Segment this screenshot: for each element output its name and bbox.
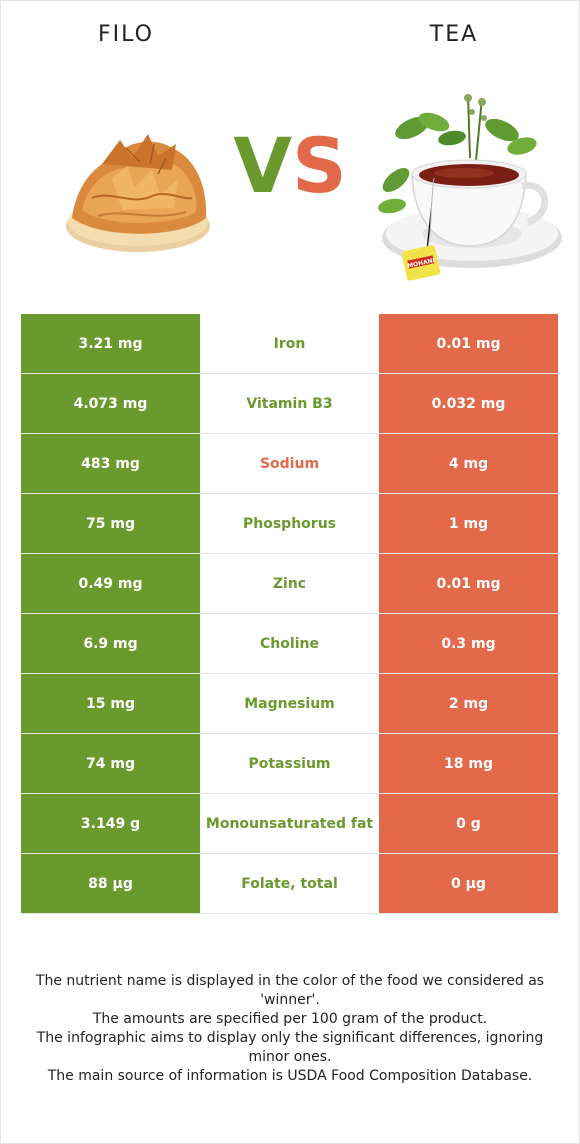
left-value: 15 mg <box>21 674 200 733</box>
nutrient-name: Sodium <box>200 434 379 493</box>
nutrient-row: 88 µg Folate, total 0 µg <box>21 854 558 914</box>
nutrient-name: Magnesium <box>200 674 379 733</box>
right-value: 0.01 mg <box>379 314 558 373</box>
right-value: 4 mg <box>379 434 558 493</box>
nutrient-name: Vitamin B3 <box>200 374 379 433</box>
right-value: 0.01 mg <box>379 554 558 613</box>
nutrient-name: Folate, total <box>200 854 379 913</box>
filo-pastry-image <box>66 134 210 252</box>
left-value: 4.073 mg <box>21 374 200 433</box>
nutrient-comparison-table: 3.21 mg Iron 0.01 mg 4.073 mg Vitamin B3 0.03… <box>21 314 558 914</box>
right-value: 0 g <box>379 794 558 853</box>
left-value: 3.149 g <box>21 794 200 853</box>
right-value: 0.3 mg <box>379 614 558 673</box>
left-value: 75 mg <box>21 494 200 553</box>
right-value: 0.032 mg <box>379 374 558 433</box>
nutrient-name: Monounsaturated fat <box>200 794 379 853</box>
nutrient-name: Phosphorus <box>200 494 379 553</box>
right-value: 2 mg <box>379 674 558 733</box>
left-value: 0.49 mg <box>21 554 200 613</box>
right-value: 18 mg <box>379 734 558 793</box>
nutrient-row: 15 mg Magnesium 2 mg <box>21 674 558 734</box>
nutrient-name: Iron <box>200 314 379 373</box>
footnotes: The nutrient name is displayed in the co… <box>20 972 560 1086</box>
nutrient-name: Zinc <box>200 554 379 613</box>
footnote-line: The infographic aims to display only the… <box>36 1030 544 1065</box>
left-value: 3.21 mg <box>21 314 200 373</box>
left-value: 6.9 mg <box>21 614 200 673</box>
left-value: 74 mg <box>21 734 200 793</box>
left-value: 483 mg <box>21 434 200 493</box>
tea-cup-image: MOHANI <box>378 93 562 281</box>
nutrient-row: 75 mg Phosphorus 1 mg <box>21 494 558 554</box>
nutrient-row: 3.149 g Monounsaturated fat 0 g <box>21 794 558 854</box>
left-value: 88 µg <box>21 854 200 913</box>
vs-letter-v: V <box>233 121 293 210</box>
nutrient-row: 74 mg Potassium 18 mg <box>21 734 558 794</box>
left-food-title: FILO <box>98 22 154 47</box>
footnote-line: The main source of information is USDA F… <box>47 1068 533 1084</box>
footnote-line: The amounts are specified per 100 gram o… <box>92 1011 488 1027</box>
versus-label: VS <box>218 128 362 204</box>
nutrient-row: 4.073 mg Vitamin B3 0.032 mg <box>21 374 558 434</box>
right-value: 1 mg <box>379 494 558 553</box>
nutrient-row: 483 mg Sodium 4 mg <box>21 434 558 494</box>
nutrient-name: Choline <box>200 614 379 673</box>
nutrient-row: 6.9 mg Choline 0.3 mg <box>21 614 558 674</box>
nutrient-row: 0.49 mg Zinc 0.01 mg <box>21 554 558 614</box>
vs-letter-s: S <box>292 121 347 210</box>
right-value: 0 µg <box>379 854 558 913</box>
nutrient-row: 3.21 mg Iron 0.01 mg <box>21 314 558 374</box>
right-food-title: TEA <box>429 22 479 47</box>
nutrient-name: Potassium <box>200 734 379 793</box>
footnote-line: The nutrient name is displayed in the co… <box>35 973 545 1008</box>
